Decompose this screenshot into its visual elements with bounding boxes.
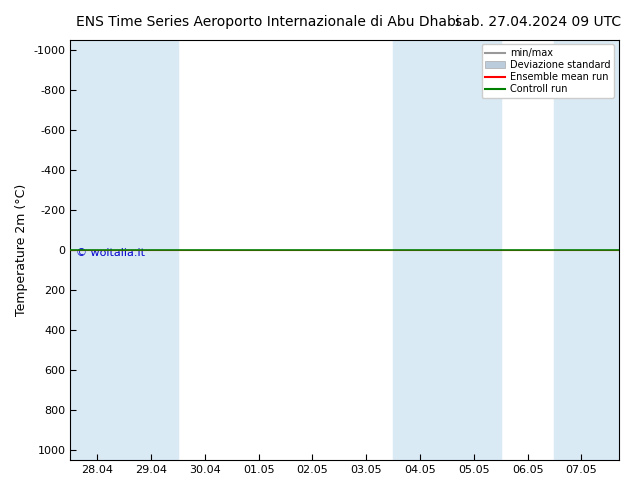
Bar (393, 40, 447, 460)
Legend: min/max, Deviazione standard, Ensemble mean run, Controll run: min/max, Deviazione standard, Ensemble m… (482, 45, 614, 98)
Y-axis label: Temperature 2m (°C): Temperature 2m (°C) (15, 184, 28, 316)
Bar (70, 40, 124, 460)
Bar (555, 40, 619, 460)
Text: ENS Time Series Aeroporto Internazionale di Abu Dhabi: ENS Time Series Aeroporto Internazionale… (76, 15, 460, 29)
Bar (447, 40, 501, 460)
Text: sab. 27.04.2024 09 UTC: sab. 27.04.2024 09 UTC (455, 15, 621, 29)
Text: © woitalia.it: © woitalia.it (76, 248, 145, 258)
Bar (124, 40, 178, 460)
